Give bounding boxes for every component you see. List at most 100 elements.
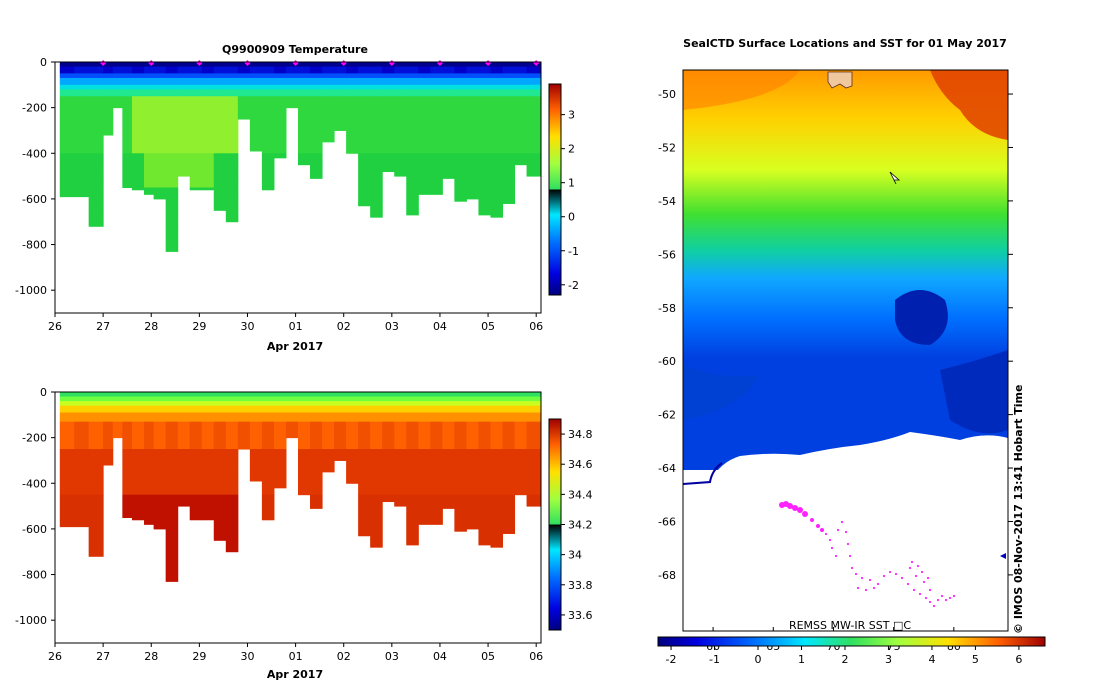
temperature-cell: [59, 144, 75, 147]
temperature-cell: [298, 128, 311, 131]
temperature-cell: [225, 123, 239, 127]
temperature-cell: [261, 107, 275, 111]
salinity-cell: [103, 412, 114, 416]
salinity-cell: [131, 490, 145, 493]
salinity-cell: [406, 403, 419, 407]
salinity-cell: [454, 458, 467, 461]
temperature-cell: [430, 73, 443, 77]
salinity-cell: [165, 487, 179, 491]
temperature-cell: [144, 160, 155, 163]
temperature-cell: [201, 93, 215, 97]
y-tick-label: -600: [22, 193, 47, 206]
temperature-cell: [298, 71, 311, 74]
temperature-cell: [478, 68, 491, 72]
temperature-cell: [478, 91, 491, 95]
salinity-cell: [454, 444, 467, 448]
temperature-cell: [213, 169, 227, 173]
temperature-cell: [502, 171, 516, 175]
temperature-cell: [153, 144, 167, 147]
temperature-cell: [213, 208, 227, 211]
salinity-cell: [322, 423, 335, 427]
salinity-cell: [394, 474, 407, 477]
temperature-cell: [74, 150, 90, 154]
salinity-cell: [322, 458, 335, 461]
temperature-cell: [466, 185, 479, 188]
temperature-cell: [490, 139, 504, 143]
salinity-cell: [466, 414, 479, 418]
temperature-cell: [153, 153, 167, 157]
temperature-cell: [394, 119, 407, 122]
temperature-cell: [298, 77, 311, 81]
salinity-cell: [406, 490, 419, 493]
salinity-cell: [454, 423, 467, 427]
salinity-cell: [88, 449, 104, 452]
salinity-cell: [454, 517, 467, 521]
temperature-cell: [261, 82, 275, 86]
temperature-cell: [131, 100, 145, 104]
temperature-cell: [74, 116, 90, 120]
salinity-cell: [490, 540, 504, 544]
sst-colorbar-tick-label: 6: [1015, 653, 1022, 666]
salinity-cell: [490, 460, 504, 464]
temperature-cell: [153, 116, 167, 120]
salinity-cell: [201, 401, 215, 404]
salinity-cell: [131, 437, 145, 441]
salinity-cell: [370, 494, 383, 498]
temperature-cell: [122, 171, 133, 175]
salinity-cell: [346, 471, 359, 475]
temperature-cell: [418, 109, 431, 113]
temperature-cell: [502, 125, 516, 129]
salinity-cell: [261, 423, 275, 427]
temperature-cell: [526, 96, 541, 100]
temperature-cell: [478, 164, 491, 168]
salinity-cell: [144, 407, 155, 411]
salinity-cell: [502, 419, 516, 423]
salinity-cell: [189, 460, 203, 464]
salinity-cell: [88, 403, 104, 407]
salinity-cell: [153, 496, 167, 500]
temperature-cell: [74, 162, 90, 166]
temperature-cell: [346, 123, 359, 127]
temperature-cell: [370, 128, 383, 131]
salinity-cell: [418, 483, 431, 487]
track-point: [797, 507, 803, 513]
salinity-cell: [466, 501, 479, 505]
temperature-cell: [322, 64, 335, 68]
temperature-cell: [144, 112, 155, 115]
temperature-cell: [59, 192, 75, 195]
track-point: [828, 538, 832, 542]
salinity-cell: [285, 435, 299, 439]
salinity-cell: [273, 444, 287, 448]
temperature-cell: [112, 98, 123, 102]
salinity-cell: [225, 407, 239, 411]
salinity-cell: [165, 453, 179, 457]
temperature-cell: [189, 137, 203, 141]
temperature-cell: [177, 109, 191, 113]
temperature-cell: [122, 180, 133, 184]
temperature-cell: [122, 123, 133, 127]
temperature-cell: [261, 153, 275, 157]
salinity-cell: [358, 512, 371, 516]
temperature-cell: [285, 100, 299, 104]
temperature-cell: [59, 155, 75, 159]
temperature-cell: [144, 119, 155, 122]
temperature-cell: [358, 135, 371, 138]
temperature-cell: [189, 153, 203, 157]
salinity-cell: [430, 465, 443, 468]
temperature-cell: [334, 116, 347, 120]
temperature-cell: [418, 84, 431, 88]
salinity-cell: [153, 437, 167, 441]
temperature-cell: [526, 71, 541, 74]
temperature-cell: [490, 141, 504, 145]
salinity-cell: [310, 392, 323, 395]
temperature-cell: [490, 66, 504, 70]
salinity-cell: [406, 515, 419, 518]
temperature-cell: [88, 123, 104, 127]
temperature-cell: [189, 166, 203, 170]
temperature-cell: [225, 71, 239, 74]
salinity-cell: [442, 480, 455, 484]
temperature-cell: [406, 146, 419, 150]
salinity-cell: [177, 449, 191, 452]
salinity-cell: [526, 469, 541, 473]
temperature-cell: [177, 103, 191, 106]
